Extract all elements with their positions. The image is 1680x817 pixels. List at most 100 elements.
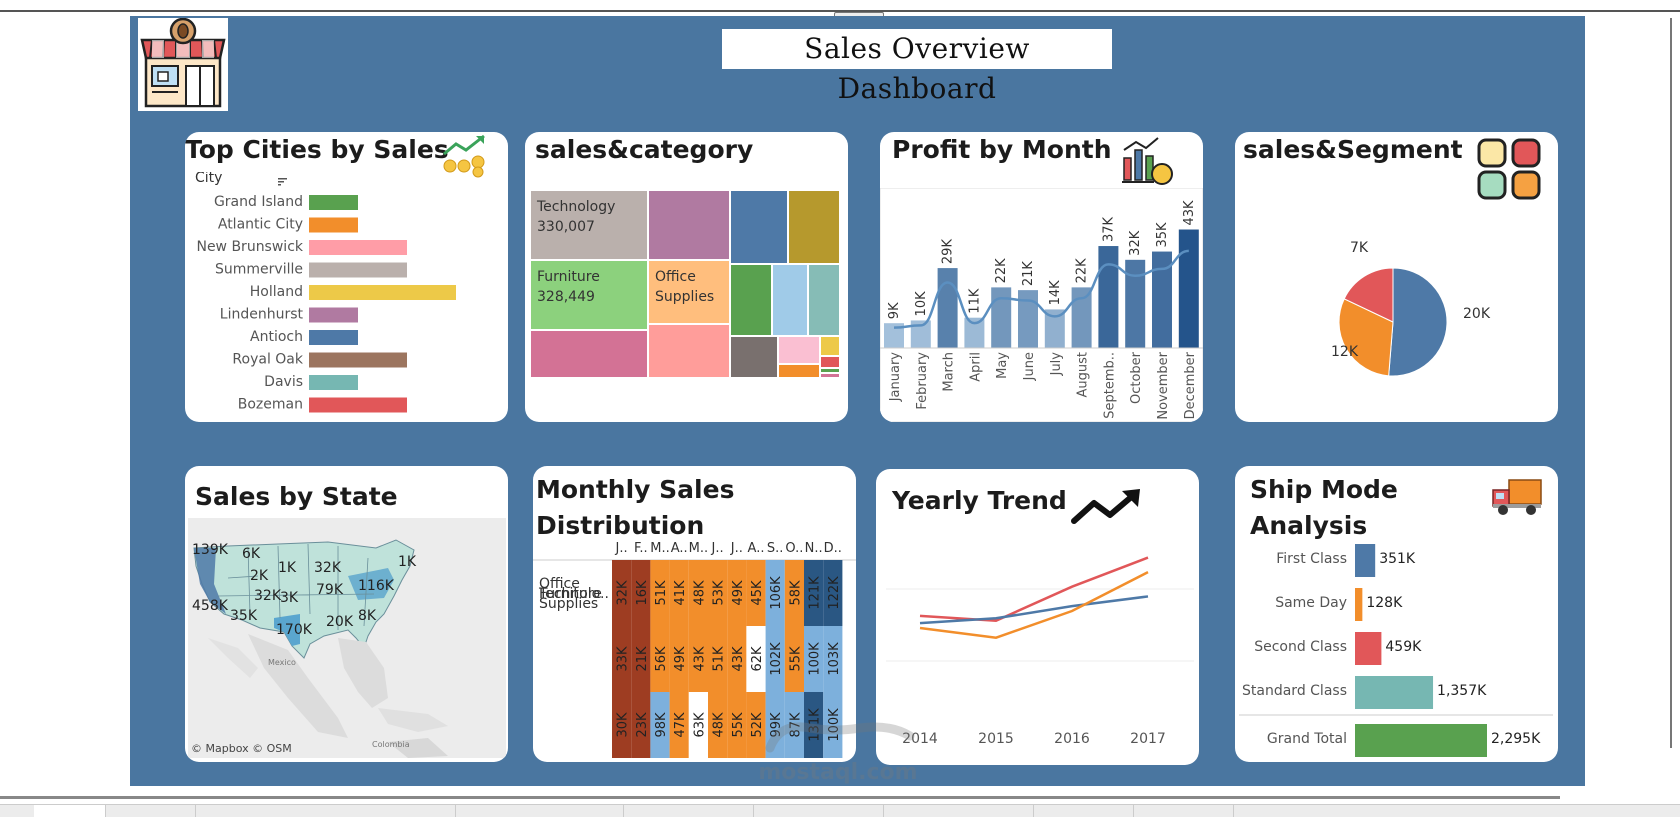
month-label: March xyxy=(942,352,957,392)
treemap-cell xyxy=(788,190,840,264)
city-bar xyxy=(309,397,407,413)
heat-value-label: 16K xyxy=(635,580,650,606)
card-title: Sales by State xyxy=(195,482,398,511)
city-label: Holland xyxy=(250,284,303,300)
ship-mode-label: Grand Total xyxy=(1267,731,1347,747)
top-cities-card: Top Cities by Sales City Grand Island Atla… xyxy=(185,132,508,422)
city-bar xyxy=(309,217,358,233)
heat-cell xyxy=(727,560,747,626)
city-label: Davis xyxy=(264,374,303,390)
sheet-tab[interactable] xyxy=(456,805,624,817)
month-header: N.. xyxy=(805,541,823,556)
treemap-cell xyxy=(730,336,778,378)
categories-grid-icon xyxy=(1477,138,1541,200)
map-attribution[interactable]: © Mapbox © OSM xyxy=(191,742,292,755)
heat-cell xyxy=(765,692,785,758)
bar-value-label: 10K xyxy=(914,291,929,317)
year-label: 2014 xyxy=(902,731,938,747)
month-bar xyxy=(964,317,985,348)
heat-value-label: 41K xyxy=(673,580,688,606)
card-title: Ship Mode Analysis xyxy=(1250,475,1398,540)
heat-value-label: 87K xyxy=(788,712,803,738)
month-label: June xyxy=(1022,352,1037,381)
city-bar xyxy=(309,262,407,278)
heat-value-label: 55K xyxy=(731,712,746,738)
city-bar xyxy=(309,307,358,323)
heat-value-label: 100K xyxy=(827,708,842,742)
sort-icon xyxy=(278,178,287,180)
heat-value-label: 51K xyxy=(712,646,727,672)
heat-cell xyxy=(804,626,824,692)
heat-value-label: 122K xyxy=(827,576,842,610)
bar-value-label: 11K xyxy=(967,288,982,314)
ship-mode-bar xyxy=(1355,676,1434,709)
row-label: Supplies xyxy=(539,596,598,612)
bar-value-label: 21K xyxy=(1021,261,1036,287)
column-header: City xyxy=(195,172,222,186)
horizontal-scrollbar[interactable] xyxy=(0,796,1560,799)
heat-value-label: 103K xyxy=(827,642,842,676)
heat-cell xyxy=(631,560,651,626)
month-label: November xyxy=(1156,351,1171,419)
treemap-value: 330,007 xyxy=(537,219,595,235)
ship-value-label: 128K xyxy=(1366,595,1403,611)
sheet-tab[interactable] xyxy=(106,805,196,817)
heat-cell xyxy=(708,560,728,626)
city-label: Antioch xyxy=(250,329,303,345)
heat-cell xyxy=(631,626,651,692)
pie-slice xyxy=(1338,298,1394,377)
state-value-label: 32K xyxy=(254,588,281,604)
state-map[interactable]: 139K 6K 1K 32K 1K 2K 79K 116K 458K 32K 3K 8K 35K 20K 1… xyxy=(188,518,506,758)
trend-series-line xyxy=(919,595,1149,625)
treemap-cell xyxy=(808,264,840,336)
heat-value-label: 48K xyxy=(692,580,707,606)
yearly-trend-chart: 2014 2015 2016 2017 xyxy=(886,556,1194,747)
treemap-chart: Technology 330,007 Furniture 328,449 Office … xyxy=(530,190,840,378)
profit-month-chart: 9K January 10K February 29K March 11K April 22K M… xyxy=(880,188,1203,422)
state-value-label: 8K xyxy=(358,608,377,624)
heat-value-label: 56K xyxy=(654,646,669,672)
ship-mode-bar xyxy=(1355,724,1487,757)
vertical-scrollbar[interactable] xyxy=(1670,18,1672,748)
heat-cell xyxy=(823,560,843,626)
money-growth-icon xyxy=(443,134,485,178)
month-header: M.. xyxy=(689,541,708,556)
sheet-tab[interactable] xyxy=(754,805,884,817)
month-bar xyxy=(1044,309,1065,348)
sheet-tab[interactable] xyxy=(624,805,754,817)
sheet-tab[interactable] xyxy=(1034,805,1134,817)
heat-cell xyxy=(823,626,843,692)
sheet-tab[interactable] xyxy=(34,805,106,817)
bar-value-label: 22K xyxy=(994,258,1009,284)
sheet-tab[interactable] xyxy=(1134,805,1234,817)
heat-cell xyxy=(688,692,708,758)
yearly-trend-card: Yearly Trend 2014 2015 2016 2017 xyxy=(876,469,1199,765)
month-header: J.. xyxy=(615,541,628,556)
ship-value-label: 459K xyxy=(1385,639,1422,655)
heat-value-label: 21K xyxy=(635,646,650,672)
sheet-tab[interactable] xyxy=(196,805,456,817)
month-header: S.. xyxy=(767,541,784,556)
month-header: A.. xyxy=(748,541,765,556)
heat-value-label: 99K xyxy=(769,712,784,738)
treemap-label: Furniture xyxy=(537,269,600,285)
state-value-label: 35K xyxy=(230,608,257,624)
city-label: Grand Island xyxy=(214,194,303,210)
heat-value-label: 33K xyxy=(616,646,631,672)
heat-value-label: 23K xyxy=(635,712,650,738)
treemap-label: Technology xyxy=(537,199,616,215)
city-bar xyxy=(309,285,456,300)
map-label-layer: 139K 6K 1K 32K 1K 2K 79K 116K 458K 32K 3K 8K 35K 20K 1… xyxy=(188,518,506,758)
treemap-cell xyxy=(730,264,772,336)
sheet-tab[interactable] xyxy=(884,805,1034,817)
heat-cell xyxy=(804,692,824,758)
state-value-label: 139K xyxy=(192,542,228,558)
heat-value-label: 47K xyxy=(673,712,688,738)
state-value-label: 116K xyxy=(358,578,394,594)
heat-cell xyxy=(650,626,670,692)
month-label: July xyxy=(1049,352,1064,377)
treemap-cell xyxy=(730,190,788,264)
month-bar xyxy=(1178,229,1199,348)
city-bar xyxy=(309,330,358,345)
segment-pie-chart: 20K 12K 7K xyxy=(1331,240,1491,377)
